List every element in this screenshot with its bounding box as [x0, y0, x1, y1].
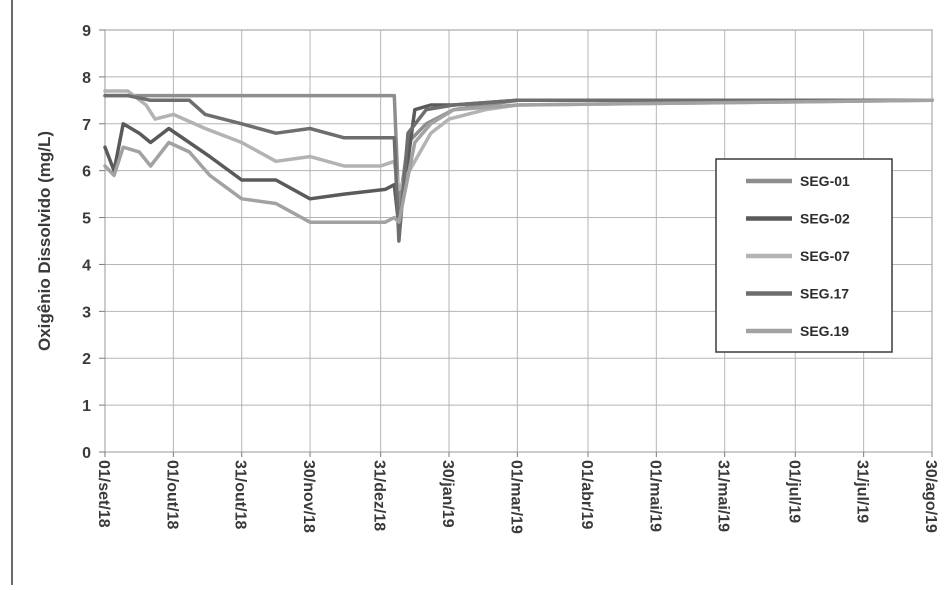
y-tick-label: 0: [82, 445, 91, 462]
x-tick-label: 31/out/18: [232, 460, 249, 529]
y-tick-label: 4: [82, 257, 91, 274]
legend-box: [715, 158, 893, 353]
y-axis-title: Oxigênio Dissolvido (mg/L): [35, 131, 54, 351]
x-tick-label: 01/abr/19: [578, 460, 595, 529]
y-tick-label: 5: [82, 211, 91, 228]
series-line-seg-02: [103, 98, 934, 229]
x-tick-label: 01/mai/19: [646, 460, 663, 532]
y-tick-label: 7: [82, 117, 91, 134]
x-tick-label: 30/jan/19: [439, 460, 456, 528]
series-line-seg-19: [103, 98, 934, 224]
legend-label-seg-17: SEG.17: [800, 286, 849, 302]
y-tick-label: 1: [82, 398, 91, 415]
y-tick-label: 8: [82, 70, 91, 87]
axes: 0 1 2 3 4 5 6 7 8 9 01/set/18 01/out/18 31/out/18 30/…: [82, 23, 939, 534]
x-tick-label: 31/dez/18: [371, 460, 388, 531]
x-tick-label: 01/set/18: [95, 460, 112, 528]
y-tick-label: 2: [82, 351, 91, 368]
x-tick-label: 30/nov/18: [300, 460, 317, 533]
legend-label-seg-01: SEG-01: [800, 173, 850, 189]
legend: SEG-01 SEG-02 SEG-07 SEG.17 SEG.19: [715, 158, 893, 353]
y-tick-label: 3: [82, 304, 91, 321]
x-tick-label: 01/jul/19: [785, 460, 802, 523]
series-line-seg-07: [103, 89, 934, 192]
series-lines: [103, 89, 934, 243]
x-tick-label: 01/mar/19: [507, 460, 524, 534]
legend-label-seg-07: SEG-07: [800, 248, 850, 264]
y-tick-label: 9: [82, 23, 91, 40]
legend-label-seg-02: SEG-02: [800, 211, 850, 227]
x-tick-label: 01/out/18: [163, 460, 180, 529]
series-line-seg-17: [103, 93, 934, 243]
x-tick-label: 30/ago/19: [922, 460, 939, 533]
legend-label-seg-19: SEG.19: [800, 323, 849, 339]
y-tick-label: 6: [82, 164, 91, 181]
x-tick-label: 31/mai/19: [715, 460, 732, 532]
x-tick-label: 31/jul/19: [854, 460, 871, 523]
